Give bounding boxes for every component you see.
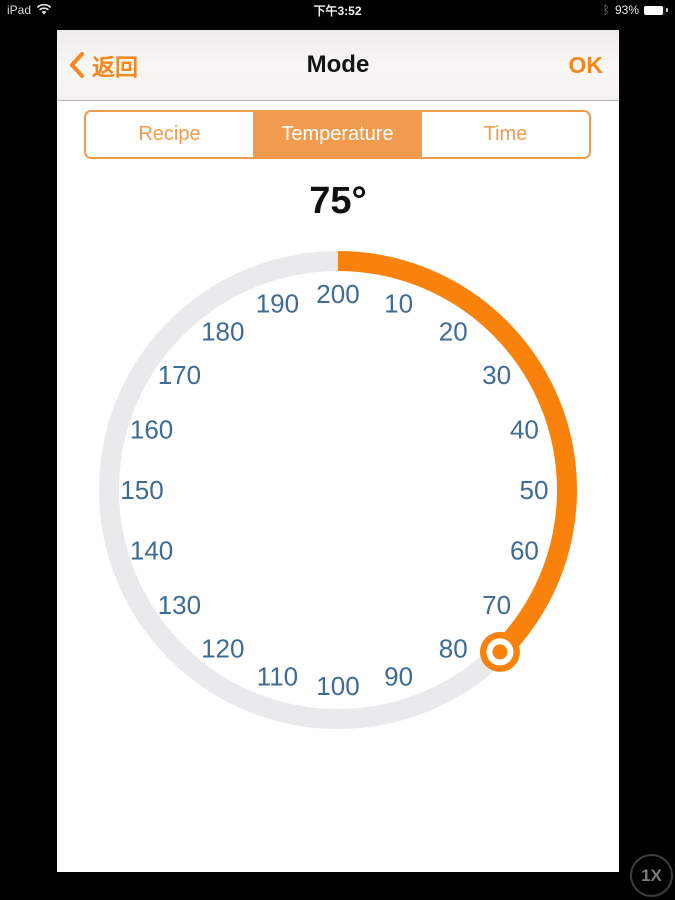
dial-knob[interactable]	[479, 631, 520, 672]
dial-tick-label: 110	[257, 661, 298, 691]
back-button[interactable]: 返回	[69, 48, 138, 82]
dial-tick-label: 150	[120, 475, 163, 505]
dial-tick-label: 80	[439, 634, 468, 664]
dial-tick-label: 190	[256, 289, 299, 319]
bluetooth-icon: ᛒ	[602, 3, 610, 17]
dial-tick-label: 120	[201, 634, 244, 664]
dial-tick-label: 10	[384, 289, 413, 319]
dial-tick-label: 70	[482, 590, 511, 620]
dial-tick-label: 200	[316, 279, 359, 309]
temperature-value: 75°	[309, 180, 367, 222]
ok-button[interactable]: OK	[568, 51, 604, 78]
dial-tick-label: 100	[316, 671, 359, 701]
tab-recipe[interactable]: Recipe	[138, 123, 201, 145]
tab-temperature[interactable]: Temperature	[253, 112, 421, 157]
dial-tick-label: 90	[384, 661, 413, 691]
dial-tick-label: 30	[482, 360, 511, 390]
battery-percent: 93%	[614, 3, 639, 17]
dial-tick-label: 40	[510, 414, 539, 444]
carrier-label: iPad	[7, 3, 32, 17]
dial-tick-label: 180	[201, 316, 244, 346]
battery-icon	[644, 5, 668, 15]
dial-tick-label: 160	[130, 414, 173, 444]
dial-tick-label: 60	[510, 536, 539, 566]
back-button-label: 返回	[92, 54, 138, 80]
status-bar: iPad 下午3:52 ᛒ 93%	[0, 0, 675, 20]
app-card: 返回 Mode OK Recipe Temperature Time 75° 10 2…	[57, 30, 619, 872]
dial-tick-label: 50	[520, 475, 549, 505]
zoom-1x-button[interactable]: 1X	[630, 854, 673, 897]
dial-arc	[337, 251, 577, 659]
wifi-icon	[36, 4, 52, 15]
tab-time[interactable]: Time	[421, 112, 589, 157]
dial-tick-label: 20	[439, 316, 468, 346]
page-title: Mode	[306, 51, 370, 78]
navigation-bar: 返回 Mode OK	[57, 30, 619, 101]
chevron-left-icon	[70, 52, 84, 78]
dial-tick-label: 130	[158, 590, 201, 620]
dial-tick-label: 140	[130, 536, 173, 566]
dial-tick-label: 170	[158, 360, 201, 390]
mode-segmented-control: Recipe Temperature Time	[84, 110, 591, 159]
clock: 下午3:52	[313, 3, 362, 18]
